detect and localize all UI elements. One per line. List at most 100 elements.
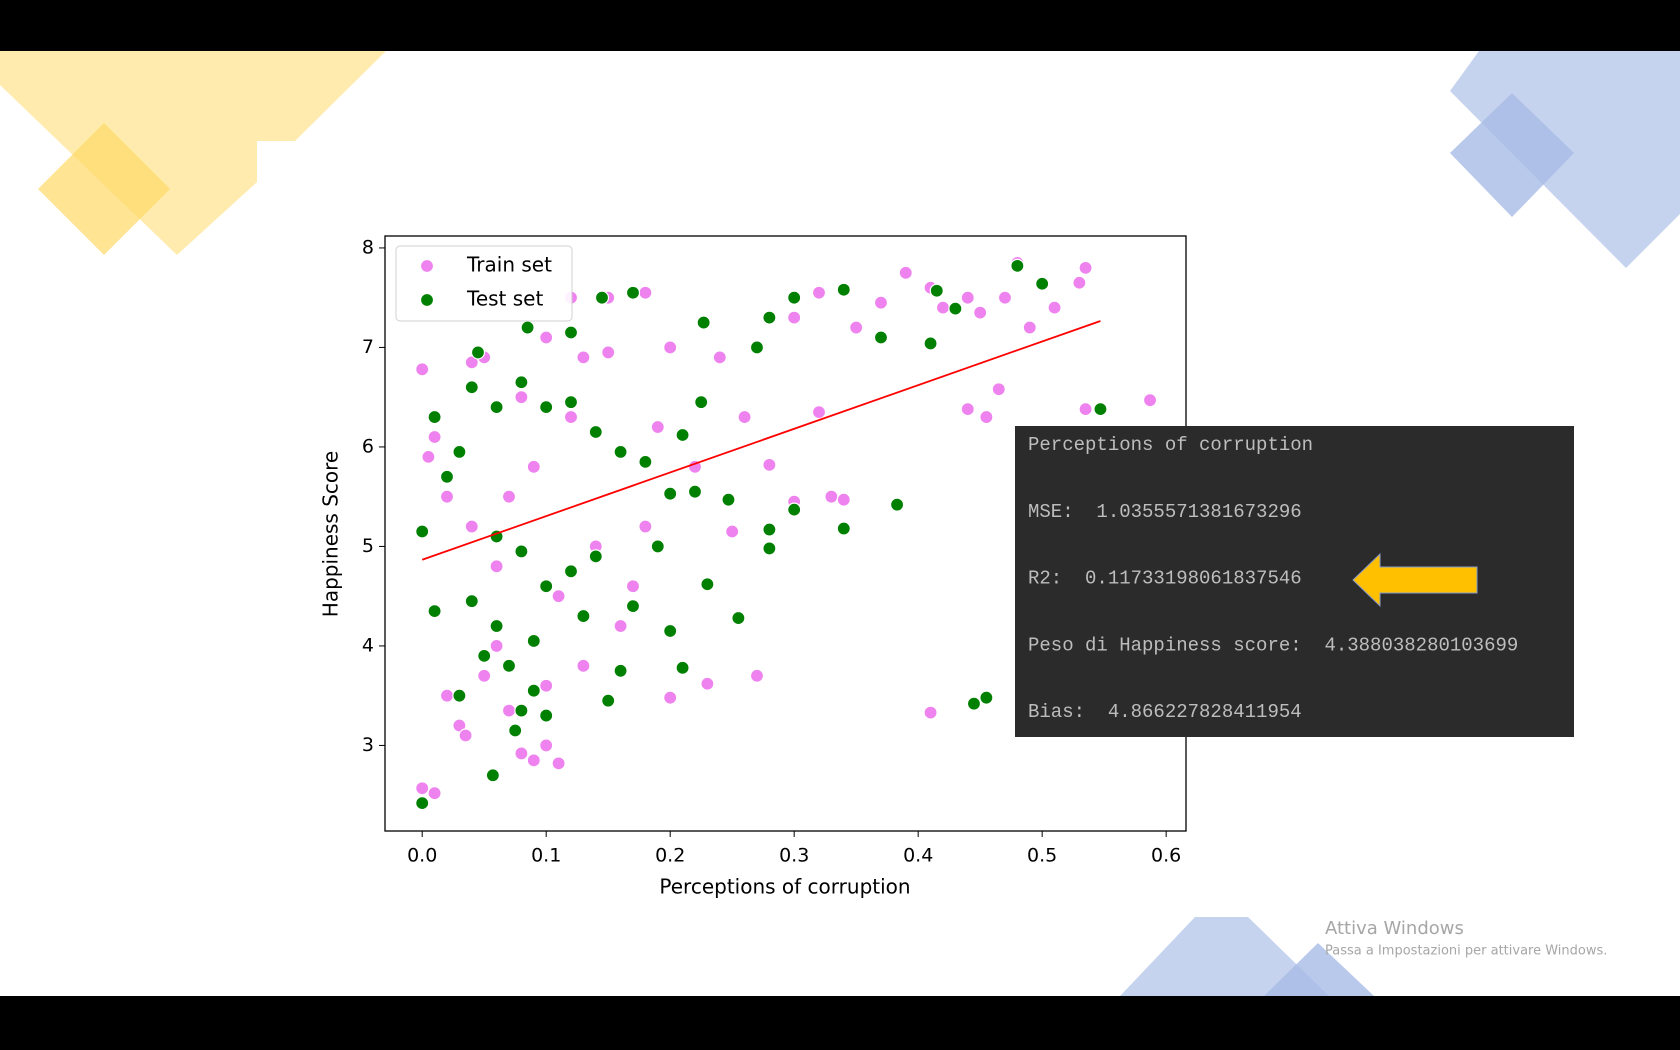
console-line: R2: 0.11733198061837546 xyxy=(1028,568,1302,590)
scatter-point xyxy=(638,454,653,469)
legend-label: Train set xyxy=(466,253,552,277)
scatter-point xyxy=(836,492,851,507)
legend: Train set Test set xyxy=(395,245,573,322)
scatter-point xyxy=(960,290,975,305)
scatter-point xyxy=(427,409,442,425)
scatter-point xyxy=(415,524,430,539)
scatter-point xyxy=(1142,393,1158,408)
scatter-point xyxy=(1078,402,1093,417)
scatter-point xyxy=(638,285,653,300)
scatter-point xyxy=(427,786,442,801)
deco xyxy=(1450,93,1574,217)
fit-line xyxy=(421,320,1101,561)
scatter-point xyxy=(439,469,455,484)
scatter-point xyxy=(464,519,479,534)
scatter-point xyxy=(979,409,994,425)
scatter-point xyxy=(650,419,665,435)
x-axis-label: Perceptions of corruption xyxy=(659,875,910,899)
scatter-point xyxy=(526,459,541,474)
legend-marker xyxy=(419,258,435,274)
scatter-point xyxy=(601,693,616,708)
scatter-point xyxy=(873,295,889,310)
x-tick-label: 0.3 xyxy=(779,845,809,867)
scatter-point xyxy=(935,300,951,315)
scatter-point xyxy=(737,409,752,425)
scatter-point xyxy=(966,696,982,711)
scatter-point xyxy=(700,676,715,691)
scatter-point xyxy=(712,350,727,365)
scatter-point xyxy=(421,449,436,464)
scatter-point xyxy=(464,380,479,395)
scatter-point xyxy=(625,579,641,594)
scatter-point xyxy=(762,522,777,537)
scatter-point xyxy=(1078,260,1093,275)
scatter-point xyxy=(470,345,486,360)
scatter-point xyxy=(452,444,467,460)
console-line: MSE: 1.0355571381673296 xyxy=(1028,501,1302,523)
scatter-point xyxy=(489,400,504,415)
x-tick-label: 0.6 xyxy=(1151,845,1181,867)
scatter-point xyxy=(836,521,851,536)
y-tick-label: 8 xyxy=(362,236,374,258)
scatter-point xyxy=(563,409,579,425)
scatter-point xyxy=(991,382,1006,397)
scatter-point xyxy=(477,668,492,683)
scatter-point xyxy=(687,484,703,499)
scatter-point xyxy=(762,310,777,325)
console-panel xyxy=(1015,426,1574,737)
scatter-point xyxy=(650,539,665,554)
scatter-point xyxy=(539,579,554,594)
scatter-point xyxy=(477,648,492,663)
scatter-point xyxy=(1093,402,1108,417)
scatter-point xyxy=(514,375,529,390)
scatter-point xyxy=(663,623,678,639)
scatter-point xyxy=(563,564,579,579)
scatter-point xyxy=(929,283,944,298)
scatter-point xyxy=(824,489,839,504)
scatter-point xyxy=(663,340,678,355)
scatter-point xyxy=(613,663,628,678)
scatter-point xyxy=(514,544,529,559)
scatter-point xyxy=(539,738,554,753)
scatter-point xyxy=(601,345,616,360)
scatter-point xyxy=(1035,276,1050,291)
scatter-point xyxy=(696,315,711,330)
scatter-point xyxy=(762,541,777,556)
scatter-point xyxy=(508,723,523,738)
y-tick-label: 3 xyxy=(362,734,374,756)
scatter-point xyxy=(588,424,603,440)
watermark-title: Attiva Windows xyxy=(1325,918,1464,939)
scatter-point xyxy=(725,524,740,539)
scatter-point xyxy=(889,497,905,512)
scatter-point xyxy=(675,660,690,675)
scatter-point xyxy=(923,336,938,351)
scatter-point xyxy=(520,320,535,335)
console: Perceptions of corruption MSE: 1.03555713… xyxy=(1028,434,1518,723)
scatter-point xyxy=(458,728,473,743)
console-line: Bias: 4.866227828411954 xyxy=(1028,701,1302,723)
scatter-point xyxy=(979,690,994,705)
scatter-point xyxy=(551,756,566,771)
scatter-point xyxy=(787,310,802,325)
scatter-point xyxy=(539,678,554,693)
scatter-point xyxy=(1010,258,1025,273)
deco xyxy=(1264,943,1374,996)
scatter-point xyxy=(749,668,765,683)
scatter-point xyxy=(539,708,554,723)
scatter-point xyxy=(539,400,554,415)
watermark-subtitle: Passa a Impostazioni per attivare Window… xyxy=(1325,944,1607,959)
y-tick-label: 4 xyxy=(362,634,374,656)
x-tick-label: 0.0 xyxy=(407,845,437,867)
scatter-point xyxy=(948,301,963,316)
scatter-point xyxy=(997,290,1013,305)
scatter-point xyxy=(625,285,641,300)
scatter-point xyxy=(514,703,529,718)
scatter-point xyxy=(638,519,653,534)
scatter-point xyxy=(787,502,802,517)
scatter-point xyxy=(588,549,603,564)
scatter-point xyxy=(501,489,517,504)
scatter-point xyxy=(613,444,628,460)
scatter-point xyxy=(501,703,517,718)
